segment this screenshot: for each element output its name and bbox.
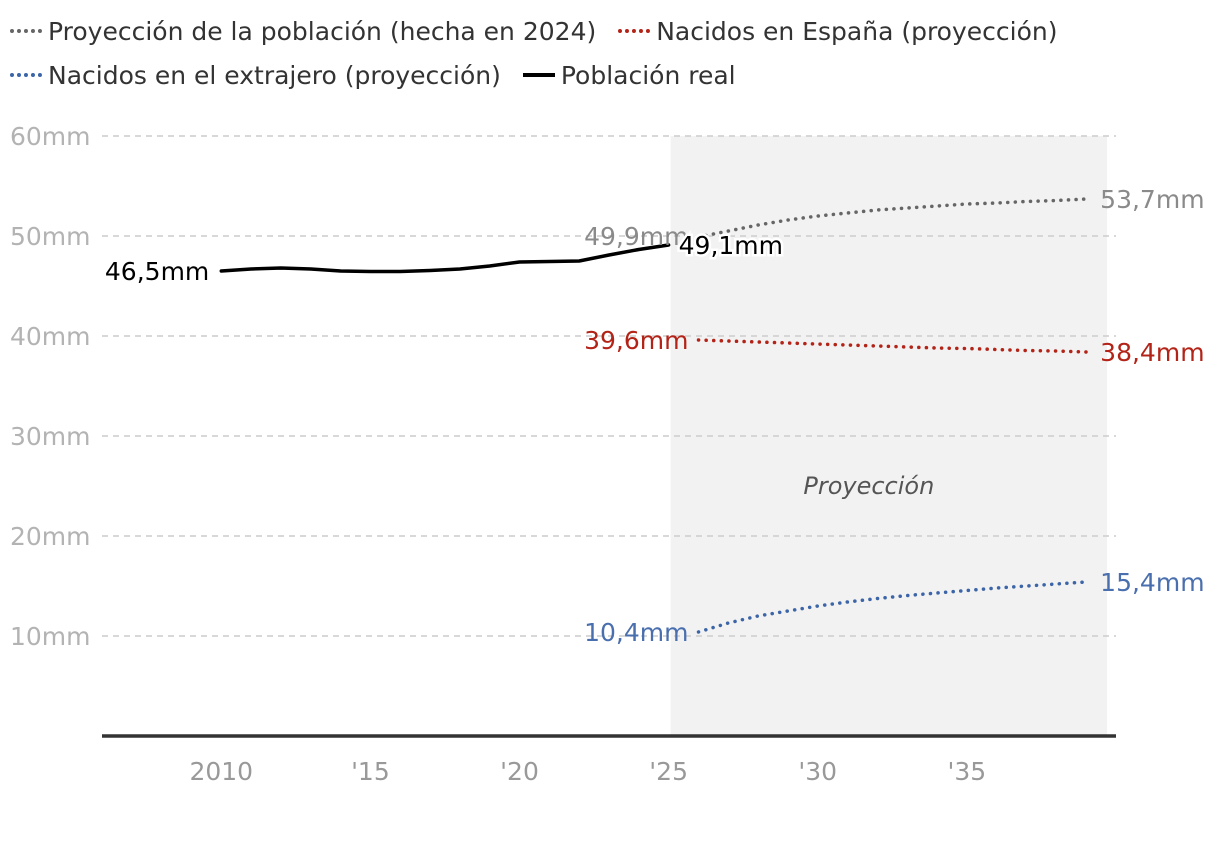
legend-swatch-proyeccion [10,29,42,33]
data-label-foreign-start: 10,4mm [584,618,688,647]
series-line-real [219,243,671,274]
y-tick-label: 20mm [10,522,91,551]
data-label-foreign-end: 15,4mm [1100,568,1204,597]
y-tick-label: 60mm [10,122,91,151]
data-label-spain-end: 38,4mm [1100,338,1204,367]
y-tick-label: 50mm [10,222,91,251]
legend-label-nacidos-espana: Nacidos en España (proyección) [656,17,1058,46]
legend-swatch-nacidos-espana [618,29,651,33]
data-labels: 49,9mm 53,7mm 39,6mm 38,4mm 10,4mm 15,4mm 46,5… [105,185,1205,647]
y-tick-label: 10mm [10,622,91,651]
y-axis-ticks: 60mm 50mm 40mm 30mm 20mm 10mm [10,122,91,651]
legend-item-poblacion-real: Población real [522,54,736,98]
x-tick-label: 2010 [189,757,253,786]
legend-label-poblacion-real: Población real [560,61,736,90]
y-tick-label: 30mm [10,422,91,451]
y-tick-label: 40mm [10,322,91,351]
data-label-proj-end: 53,7mm [1100,185,1204,214]
x-tick-label: '30 [798,757,837,786]
x-tick-label: '15 [351,757,390,786]
data-label-real-start: 46,5mm [105,257,209,286]
data-label-spain-start: 39,6mm [584,326,688,355]
legend-item-nacidos-espana: Nacidos en España (proyección) [618,10,1057,54]
gridlines [102,135,1116,637]
legend-label-proyeccion: Proyección de la población (hecha en 202… [48,17,597,46]
x-tick-label: '35 [948,757,987,786]
projection-label: Proyección [803,472,934,500]
series-line-foreign [696,580,1088,634]
legend-swatch-nacidos-extranjero [10,73,42,77]
legend-item-proyeccion: Proyección de la población (hecha en 202… [10,10,596,54]
legend-swatch-poblacion-real [522,73,555,77]
x-axis-ticks: 2010 '15 '20 '25 '30 '35 [189,757,986,786]
x-tick-label: '20 [500,757,539,786]
legend-label-nacidos-extranjero: Nacidos en el extrajero (proyección) [48,61,501,90]
series-line-proj [696,197,1088,239]
chart-legend: Proyección de la población (hecha en 202… [10,10,1215,98]
x-tick-label: '25 [649,757,688,786]
data-label-proj-start: 49,9mm [584,222,688,251]
series-lines [219,197,1088,634]
data-label-real-end: 49,1mm [679,231,783,260]
legend-item-nacidos-extranjero: Nacidos en el extrajero (proyección) [10,54,501,98]
